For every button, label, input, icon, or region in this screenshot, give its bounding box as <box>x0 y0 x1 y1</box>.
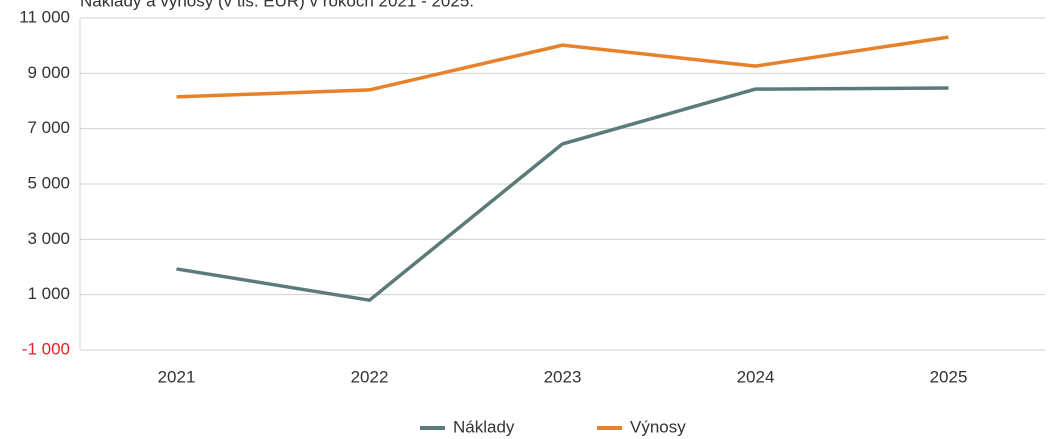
x-tick-label: 2022 <box>351 367 389 386</box>
y-tick-label: 7 000 <box>27 118 70 137</box>
y-tick-label: 3 000 <box>27 229 70 248</box>
x-tick-label: 2025 <box>930 367 968 386</box>
y-tick-label: 11 000 <box>19 7 70 26</box>
y-tick-label: 5 000 <box>27 173 70 192</box>
y-tick-label: 1 000 <box>27 284 70 303</box>
x-tick-label: 2021 <box>158 367 196 386</box>
series-line <box>176 35 949 99</box>
x-tick-label: 2023 <box>544 367 582 386</box>
legend-label: Náklady <box>453 417 515 436</box>
x-tick-label: 2024 <box>737 367 775 386</box>
series-line <box>176 86 949 302</box>
y-tick-label: 9 000 <box>27 63 70 82</box>
legend-label: Výnosy <box>630 417 686 436</box>
chart-title: Náklady a výnosy (v tis. EUR) v rokoch 2… <box>80 0 474 10</box>
y-tick-label: -1 000 <box>22 339 70 358</box>
